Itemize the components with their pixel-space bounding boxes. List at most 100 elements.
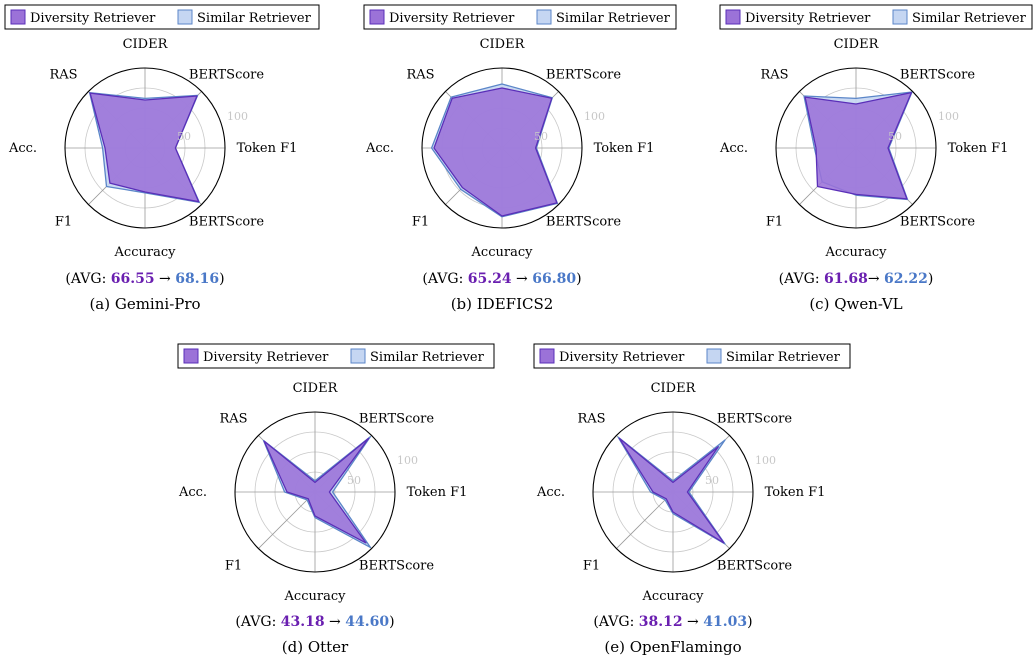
legend: Diversity Retriever Similar Retriever bbox=[4, 4, 320, 30]
avg-summary: (AVG: 38.12 → 41.03) bbox=[593, 614, 752, 630]
axis-label: Token F1 bbox=[594, 141, 655, 156]
avg-from-value: 43.18 bbox=[281, 614, 325, 630]
panel-caption: (d) Otter bbox=[282, 638, 349, 656]
avg-suffix: ) bbox=[219, 271, 224, 287]
axis-label: Token F1 bbox=[407, 485, 468, 500]
series-area-diversity bbox=[804, 91, 913, 200]
legend-swatch-similar bbox=[177, 9, 193, 25]
avg-prefix: (AVG: bbox=[65, 271, 110, 287]
avg-summary: (AVG: 66.55 → 68.16) bbox=[65, 271, 224, 287]
axis-label: RAS bbox=[406, 68, 434, 83]
radial-tick-label: 50 bbox=[888, 130, 902, 143]
axis-label: RAS bbox=[577, 412, 605, 427]
legend-swatch-diversity bbox=[10, 9, 26, 25]
axis-label: F1 bbox=[766, 215, 783, 230]
avg-from-value: 65.24 bbox=[468, 271, 512, 287]
radar-outer-ring bbox=[775, 67, 937, 229]
axis-label: BERTScore bbox=[900, 68, 976, 83]
avg-prefix: (AVG: bbox=[422, 271, 467, 287]
radial-tick-label: 100 bbox=[397, 454, 418, 467]
avg-suffix: ) bbox=[747, 614, 752, 630]
axis-label: BERTScore bbox=[189, 68, 265, 83]
avg-arrow: → bbox=[868, 271, 884, 287]
series-area-diversity bbox=[263, 437, 370, 544]
axis-label: Token F1 bbox=[948, 141, 1009, 156]
axis-label: BERTScore bbox=[359, 412, 435, 427]
radar-outer-ring bbox=[592, 411, 754, 573]
avg-prefix: (AVG: bbox=[593, 614, 638, 630]
axis-label: Acc. bbox=[365, 141, 394, 156]
avg-suffix: ) bbox=[928, 271, 933, 287]
radar-panel-1: Diversity Retriever Similar Retriever 50 10… bbox=[4, 4, 320, 313]
radial-tick-label: 100 bbox=[938, 110, 959, 123]
legend-box bbox=[177, 343, 495, 369]
axis-label: BERTScore bbox=[717, 559, 793, 574]
radial-tick-label: 50 bbox=[705, 474, 719, 487]
panel-caption: (b) IDEFICS2 bbox=[451, 295, 554, 313]
legend-label-diversity: Diversity Retriever bbox=[389, 11, 515, 26]
panel-caption: (e) OpenFlamingo bbox=[604, 638, 741, 656]
avg-prefix: (AVG: bbox=[779, 271, 824, 287]
avg-to-value: 62.22 bbox=[884, 271, 928, 287]
grid-spoke bbox=[258, 491, 316, 549]
avg-arrow: → bbox=[683, 614, 704, 630]
legend-label-diversity: Diversity Retriever bbox=[30, 11, 156, 26]
legend: Diversity Retriever Similar Retriever bbox=[177, 343, 495, 369]
radar-panel-5: Diversity Retriever Similar Retriever 50 10… bbox=[533, 343, 851, 656]
avg-suffix: ) bbox=[389, 614, 394, 630]
avg-summary: (AVG: 61.68→ 62.22) bbox=[779, 271, 934, 287]
axis-label: F1 bbox=[412, 215, 429, 230]
legend-swatch-similar bbox=[536, 9, 552, 25]
axis-label: Token F1 bbox=[237, 141, 298, 156]
radar-outer-ring bbox=[64, 67, 226, 229]
axis-label: CIDER bbox=[834, 37, 880, 52]
legend-swatch-similar bbox=[350, 348, 366, 364]
legend: Diversity Retriever Similar Retriever bbox=[719, 4, 1033, 30]
legend: Diversity Retriever Similar Retriever bbox=[363, 4, 677, 30]
avg-arrow: → bbox=[325, 614, 346, 630]
avg-to-value: 66.80 bbox=[532, 271, 576, 287]
avg-summary: (AVG: 65.24 → 66.80) bbox=[422, 271, 581, 287]
axis-label: RAS bbox=[760, 68, 788, 83]
axis-label: F1 bbox=[225, 559, 242, 574]
series-area-diversity bbox=[433, 87, 558, 217]
axis-label: Acc. bbox=[536, 485, 565, 500]
axis-label: Accuracy bbox=[284, 589, 347, 604]
radar-panel-3: Diversity Retriever Similar Retriever 50 10… bbox=[719, 4, 1033, 313]
radial-tick-label: 50 bbox=[347, 474, 361, 487]
axis-label: Accuracy bbox=[114, 245, 177, 260]
legend-box bbox=[4, 4, 320, 30]
axis-label: RAS bbox=[219, 412, 247, 427]
legend-swatch-diversity bbox=[539, 348, 555, 364]
avg-arrow: → bbox=[155, 271, 176, 287]
axis-label: BERTScore bbox=[900, 215, 976, 230]
axis-label: CIDER bbox=[480, 37, 526, 52]
radar-outer-ring bbox=[421, 67, 583, 229]
axis-label: F1 bbox=[55, 215, 72, 230]
legend-label-similar: Similar Retriever bbox=[197, 11, 312, 26]
axis-label: Token F1 bbox=[765, 485, 826, 500]
axis-label: BERTScore bbox=[546, 215, 622, 230]
series-area-diversity bbox=[618, 437, 725, 544]
radar-outer-ring bbox=[234, 411, 396, 573]
legend-label-similar: Similar Retriever bbox=[556, 11, 671, 26]
axis-label: Acc. bbox=[178, 485, 207, 500]
legend-box bbox=[363, 4, 677, 30]
axis-label: BERTScore bbox=[359, 559, 435, 574]
legend-label-similar: Similar Retriever bbox=[370, 350, 485, 365]
avg-prefix: (AVG: bbox=[235, 614, 280, 630]
avg-arrow: → bbox=[512, 271, 533, 287]
legend-label-diversity: Diversity Retriever bbox=[559, 350, 685, 365]
legend-swatch-similar bbox=[706, 348, 722, 364]
legend: Diversity Retriever Similar Retriever bbox=[533, 343, 851, 369]
axis-label: Acc. bbox=[8, 141, 37, 156]
avg-to-value: 68.16 bbox=[175, 271, 219, 287]
axis-label: Accuracy bbox=[642, 589, 705, 604]
legend-swatch-similar bbox=[892, 9, 908, 25]
axis-label: CIDER bbox=[651, 381, 697, 396]
axis-label: BERTScore bbox=[546, 68, 622, 83]
axis-label: Accuracy bbox=[825, 245, 888, 260]
axis-label: CIDER bbox=[123, 37, 169, 52]
radial-tick-label: 100 bbox=[584, 110, 605, 123]
